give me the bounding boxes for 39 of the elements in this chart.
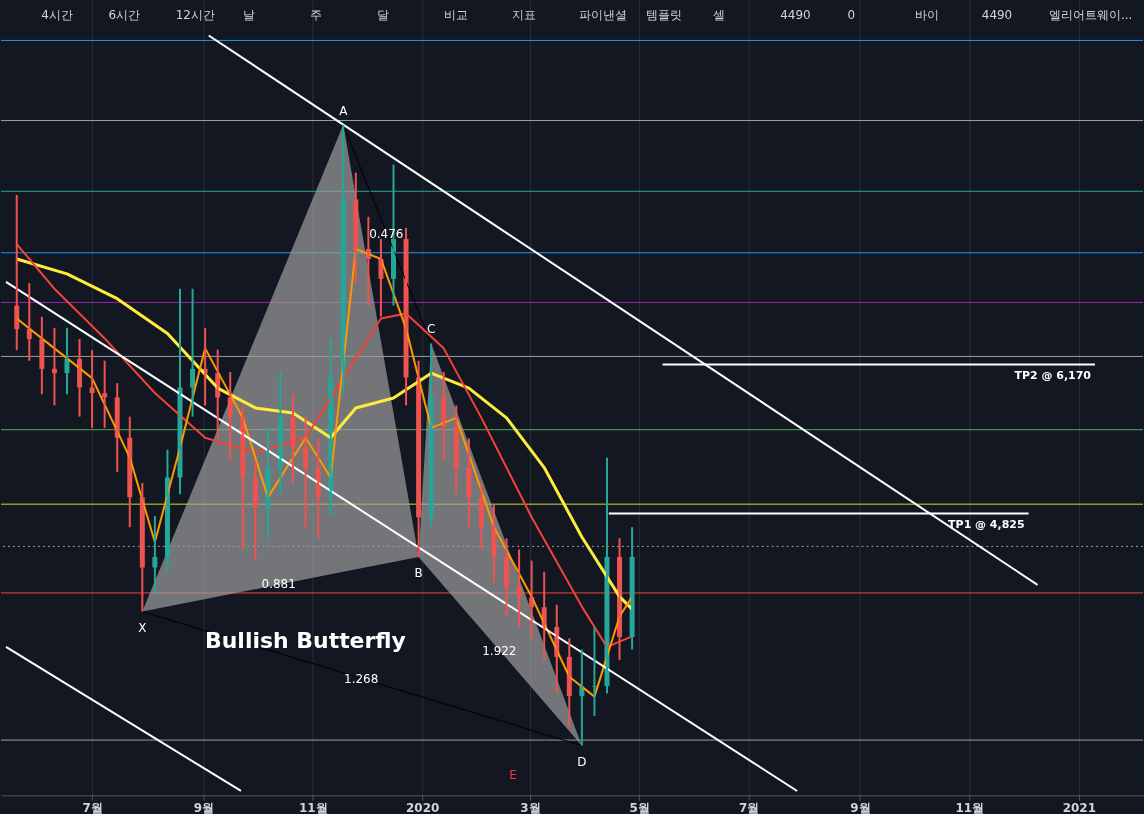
text: 비교 xyxy=(444,7,469,22)
x-tick-label: 9월 xyxy=(193,800,214,815)
x-tick-label: 5월 xyxy=(629,800,650,815)
x-tick-label: 11월 xyxy=(298,800,328,815)
text: 12시간 xyxy=(175,7,215,22)
candlestick xyxy=(591,626,597,717)
annotation: 0.881 xyxy=(261,577,296,592)
annotation: A xyxy=(339,103,349,118)
text: 엘리어트웨이... xyxy=(1048,7,1133,22)
text: 템플릿 xyxy=(645,7,682,22)
annotation: Bullish Butterfly xyxy=(205,627,406,653)
text: 주 xyxy=(310,7,323,22)
text: 지표 xyxy=(511,7,536,22)
x-tick-label: 3월 xyxy=(520,800,541,815)
text: 4490 xyxy=(981,7,1013,22)
text: 4490 xyxy=(780,7,811,22)
text: 4시간 xyxy=(41,7,73,22)
text: 6시간 xyxy=(108,7,141,22)
text: 셀 xyxy=(713,7,726,22)
annotation: D xyxy=(577,754,587,769)
annotation: 1.268 xyxy=(344,671,379,686)
text: E xyxy=(509,768,517,783)
series-label: TP2 @ 6,170 xyxy=(1014,369,1092,383)
text: 0 xyxy=(847,7,856,22)
text: 바이 xyxy=(914,7,939,22)
annotation: C xyxy=(426,322,436,337)
x-tick-label: 9월 xyxy=(850,800,871,815)
x-tick-label: 2020 xyxy=(406,800,440,815)
annotation: B xyxy=(414,565,423,580)
x-tick-label: 2021 xyxy=(1062,800,1096,815)
text: 달 xyxy=(377,7,390,22)
x-tick-label: 7월 xyxy=(739,800,760,815)
annotation: 1.922 xyxy=(482,644,517,659)
x-tick-label: 7월 xyxy=(82,800,103,815)
text: 파이낸셜 xyxy=(578,7,627,22)
annotation: X xyxy=(138,620,147,635)
series-label: TP1 @ 4,825 xyxy=(948,518,1025,532)
text: 날 xyxy=(242,7,255,22)
x-tick-label: 11월 xyxy=(955,800,985,815)
